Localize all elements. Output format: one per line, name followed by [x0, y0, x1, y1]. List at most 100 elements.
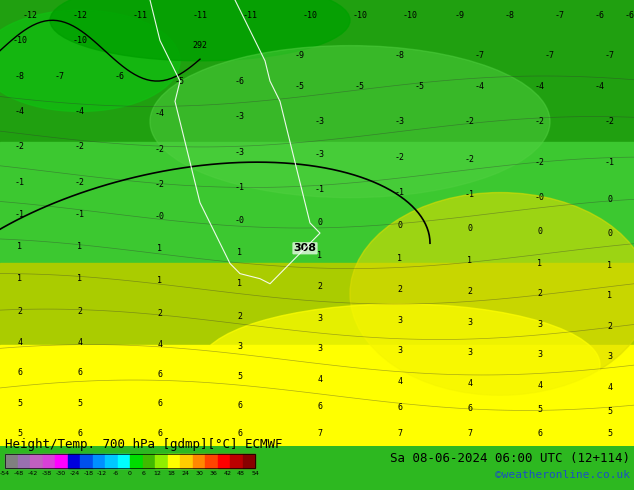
Bar [230, 454, 242, 468]
Text: 1: 1 [538, 259, 543, 268]
Text: -6: -6 [115, 72, 125, 80]
Bar [130, 454, 143, 468]
Text: 3: 3 [467, 318, 472, 327]
Text: -1: -1 [75, 210, 85, 220]
Text: 3: 3 [318, 344, 323, 353]
Text: 5: 5 [607, 407, 612, 416]
Bar [0, 264, 634, 344]
Text: 5: 5 [607, 429, 612, 438]
Text: -7: -7 [55, 72, 65, 80]
Text: 4: 4 [467, 379, 472, 388]
Ellipse shape [0, 10, 180, 112]
Text: 3: 3 [538, 320, 543, 329]
Text: -10: -10 [302, 11, 318, 20]
Text: -1: -1 [395, 188, 405, 197]
Text: -2: -2 [155, 146, 165, 154]
Text: -12: -12 [22, 11, 37, 20]
Text: 18: 18 [168, 471, 176, 476]
Bar [117, 454, 130, 468]
Text: 1: 1 [77, 242, 82, 251]
Text: 2: 2 [467, 287, 472, 296]
Text: -8: -8 [395, 51, 405, 60]
Text: 1: 1 [607, 261, 612, 270]
Text: 2: 2 [607, 322, 612, 331]
Text: 5: 5 [77, 399, 82, 408]
Text: -7: -7 [545, 51, 555, 60]
Text: 6: 6 [538, 429, 543, 438]
Text: 6: 6 [318, 402, 323, 411]
Text: 6: 6 [238, 429, 242, 438]
Text: 4: 4 [538, 381, 543, 390]
Text: -24: -24 [69, 471, 80, 476]
Text: 6: 6 [467, 404, 472, 413]
Text: 3: 3 [607, 352, 612, 361]
Bar [55, 454, 67, 468]
Text: 0: 0 [467, 223, 472, 233]
Bar [205, 454, 217, 468]
Bar [105, 454, 117, 468]
Bar [42, 454, 55, 468]
Text: -38: -38 [42, 471, 52, 476]
Text: 1: 1 [607, 292, 612, 300]
Text: 0: 0 [538, 226, 543, 236]
Text: 4: 4 [77, 338, 82, 347]
Text: 0: 0 [607, 195, 612, 204]
Text: -4: -4 [535, 82, 545, 91]
Text: -0: -0 [535, 193, 545, 202]
Text: 292: 292 [193, 41, 207, 50]
Text: 1: 1 [467, 256, 472, 265]
Text: -5: -5 [295, 82, 305, 91]
Text: -8: -8 [15, 72, 25, 80]
Text: 6: 6 [77, 429, 82, 438]
Text: -0: -0 [155, 212, 165, 221]
Text: 30: 30 [195, 471, 204, 476]
Bar [180, 454, 193, 468]
Text: -2: -2 [395, 152, 405, 162]
Bar [0, 142, 634, 264]
Text: -5: -5 [175, 76, 185, 86]
Text: -2: -2 [155, 180, 165, 189]
Text: -30: -30 [56, 471, 65, 476]
Text: 5: 5 [18, 399, 22, 408]
Text: 2: 2 [398, 285, 403, 294]
Text: -8: -8 [505, 11, 515, 20]
Text: 2: 2 [318, 282, 323, 291]
Bar [193, 454, 205, 468]
Text: 4: 4 [607, 383, 612, 392]
Text: -6: -6 [113, 471, 119, 476]
Text: 5: 5 [538, 405, 543, 414]
Text: -4: -4 [75, 107, 85, 116]
Bar [67, 454, 80, 468]
Text: -1: -1 [465, 190, 475, 199]
Text: 12: 12 [154, 471, 162, 476]
Text: -3: -3 [315, 117, 325, 126]
Text: -7: -7 [555, 11, 565, 20]
Bar [18, 454, 30, 468]
Text: 1: 1 [318, 251, 323, 260]
Text: -1: -1 [605, 158, 615, 167]
Text: 4: 4 [318, 374, 323, 384]
Text: 3: 3 [318, 314, 323, 323]
Text: -42: -42 [28, 471, 38, 476]
Text: -4: -4 [595, 82, 605, 91]
Text: -4: -4 [15, 107, 25, 116]
Text: 0: 0 [318, 219, 323, 227]
Text: -54: -54 [0, 471, 10, 476]
Text: -5: -5 [355, 82, 365, 91]
Text: 5: 5 [238, 372, 242, 382]
Text: -2: -2 [15, 143, 25, 151]
Text: 7: 7 [318, 429, 323, 438]
Text: -10: -10 [353, 11, 368, 20]
Bar [80, 454, 93, 468]
Text: -3: -3 [235, 112, 245, 121]
Text: -7: -7 [605, 51, 615, 60]
Text: -18: -18 [83, 471, 93, 476]
Text: 2: 2 [157, 309, 162, 318]
Text: 2: 2 [18, 307, 22, 316]
Text: -12: -12 [97, 471, 107, 476]
Text: 2: 2 [538, 290, 543, 298]
Text: 2: 2 [77, 307, 82, 316]
Text: 6: 6 [77, 368, 82, 377]
Text: -4: -4 [155, 109, 165, 118]
Text: 6: 6 [157, 399, 162, 408]
